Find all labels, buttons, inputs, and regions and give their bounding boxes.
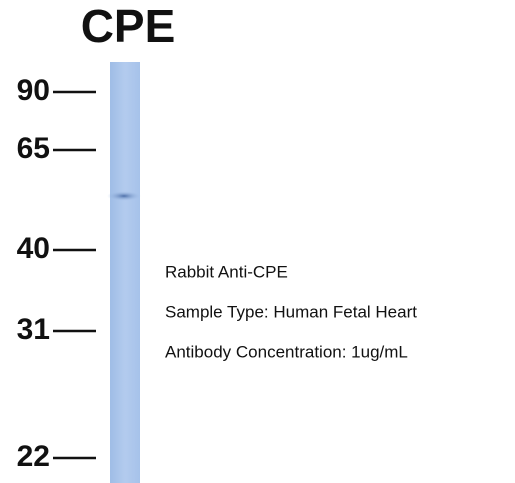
annotation-line: Rabbit Anti-CPE — [165, 262, 288, 281]
marker-label: 22 — [17, 440, 50, 473]
marker-label: 90 — [17, 74, 50, 107]
marker-label: 65 — [17, 132, 50, 165]
annotation-line: Sample Type: Human Fetal Heart — [165, 302, 417, 321]
marker-label: 31 — [17, 313, 50, 346]
marker-label: 40 — [17, 232, 50, 265]
marker-ladder: 90 65 40 31 22 — [17, 74, 96, 473]
annotation-line: Antibody Concentration: 1ug/mL — [165, 342, 408, 361]
lane — [110, 62, 140, 483]
band — [107, 191, 141, 201]
blot-title: CPE — [81, 0, 176, 52]
blot-figure: CPE 90 65 40 31 22 Rabbit Anti-CPE Sample Typ… — [0, 0, 515, 483]
annotation: Rabbit Anti-CPE Sample Type: Human Fetal … — [165, 262, 417, 361]
